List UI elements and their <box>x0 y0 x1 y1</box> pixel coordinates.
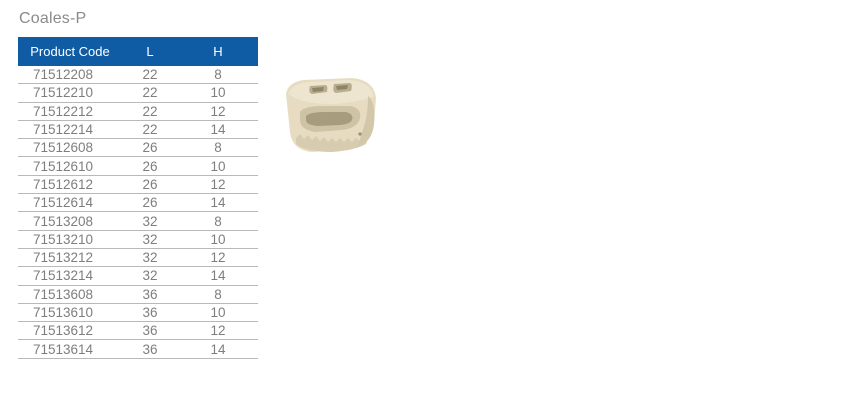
table-row: 71512212 22 12 <box>18 102 258 121</box>
length-cell: 36 <box>122 285 178 304</box>
length-cell: 22 <box>122 83 178 103</box>
height-cell: 12 <box>178 248 258 268</box>
height-cell: 10 <box>178 230 258 249</box>
height-cell: 14 <box>178 120 258 140</box>
length-cell: 26 <box>122 175 178 195</box>
length-cell: 22 <box>122 66 178 85</box>
product-code-cell: 71513608 <box>18 285 122 304</box>
length-cell: 32 <box>122 211 178 231</box>
length-cell: 26 <box>122 193 178 213</box>
height-cell: 12 <box>178 321 258 341</box>
product-code-cell: 71512214 <box>18 120 122 140</box>
table-row: 71513212 32 12 <box>18 248 258 268</box>
table-row: 71513610 36 10 <box>18 303 258 323</box>
height-cell: 12 <box>178 175 258 195</box>
height-cell: 14 <box>178 266 258 286</box>
product-code-cell: 71512208 <box>18 66 122 85</box>
page-title: Coales-P <box>19 10 87 27</box>
product-code-cell: 71512608 <box>18 138 122 158</box>
product-code-cell: 71513208 <box>18 211 122 231</box>
table-header-row: Product Code L H <box>18 37 258 66</box>
table-row: 71512214 22 14 <box>18 120 258 140</box>
table-row: 71512210 22 10 <box>18 83 258 103</box>
length-cell: 36 <box>122 339 178 359</box>
length-cell: 36 <box>122 303 178 323</box>
height-cell: 8 <box>178 138 258 158</box>
product-code-cell: 71512610 <box>18 156 122 176</box>
product-code-cell: 71513610 <box>18 303 122 323</box>
header-height: H <box>178 37 258 66</box>
length-cell: 22 <box>122 120 178 140</box>
table-row: 71512610 26 10 <box>18 156 258 176</box>
product-code-cell: 71513614 <box>18 339 122 359</box>
product-code-cell: 71513214 <box>18 266 122 286</box>
product-code-cell: 71513612 <box>18 321 122 341</box>
table-row: 71513614 36 14 <box>18 339 258 359</box>
table-row: 71512614 26 14 <box>18 193 258 213</box>
length-cell: 22 <box>122 102 178 121</box>
height-cell: 10 <box>178 83 258 103</box>
header-product-code: Product Code <box>18 37 122 66</box>
height-cell: 8 <box>178 285 258 304</box>
table-row: 71513210 32 10 <box>18 230 258 249</box>
height-cell: 14 <box>178 339 258 359</box>
length-cell: 26 <box>122 138 178 158</box>
cage-implant-image <box>286 78 376 152</box>
product-code-cell: 71512612 <box>18 175 122 195</box>
product-code-cell: 71512212 <box>18 102 122 121</box>
table-row: 71512612 26 12 <box>18 175 258 195</box>
length-cell: 32 <box>122 248 178 268</box>
height-cell: 8 <box>178 66 258 85</box>
product-code-cell: 71512614 <box>18 193 122 213</box>
table-row: 71513208 32 8 <box>18 211 258 231</box>
table-row: 71513214 32 14 <box>18 266 258 286</box>
product-code-cell: 71513212 <box>18 248 122 268</box>
header-length: L <box>122 37 178 66</box>
product-code-cell: 71513210 <box>18 230 122 249</box>
height-cell: 12 <box>178 102 258 121</box>
height-cell: 10 <box>178 156 258 176</box>
table-row: 71513612 36 12 <box>18 321 258 341</box>
height-cell: 10 <box>178 303 258 323</box>
product-code-cell: 71512210 <box>18 83 122 103</box>
table-row: 71512608 26 8 <box>18 138 258 158</box>
height-cell: 14 <box>178 193 258 213</box>
table-row: 71513608 36 8 <box>18 285 258 304</box>
length-cell: 32 <box>122 266 178 286</box>
height-cell: 8 <box>178 211 258 231</box>
length-cell: 32 <box>122 230 178 249</box>
table-row: 71512208 22 8 <box>18 66 258 85</box>
product-table: Product Code L H 71512208 22 8 71512210 22 10… <box>18 37 258 359</box>
length-cell: 26 <box>122 156 178 176</box>
length-cell: 36 <box>122 321 178 341</box>
